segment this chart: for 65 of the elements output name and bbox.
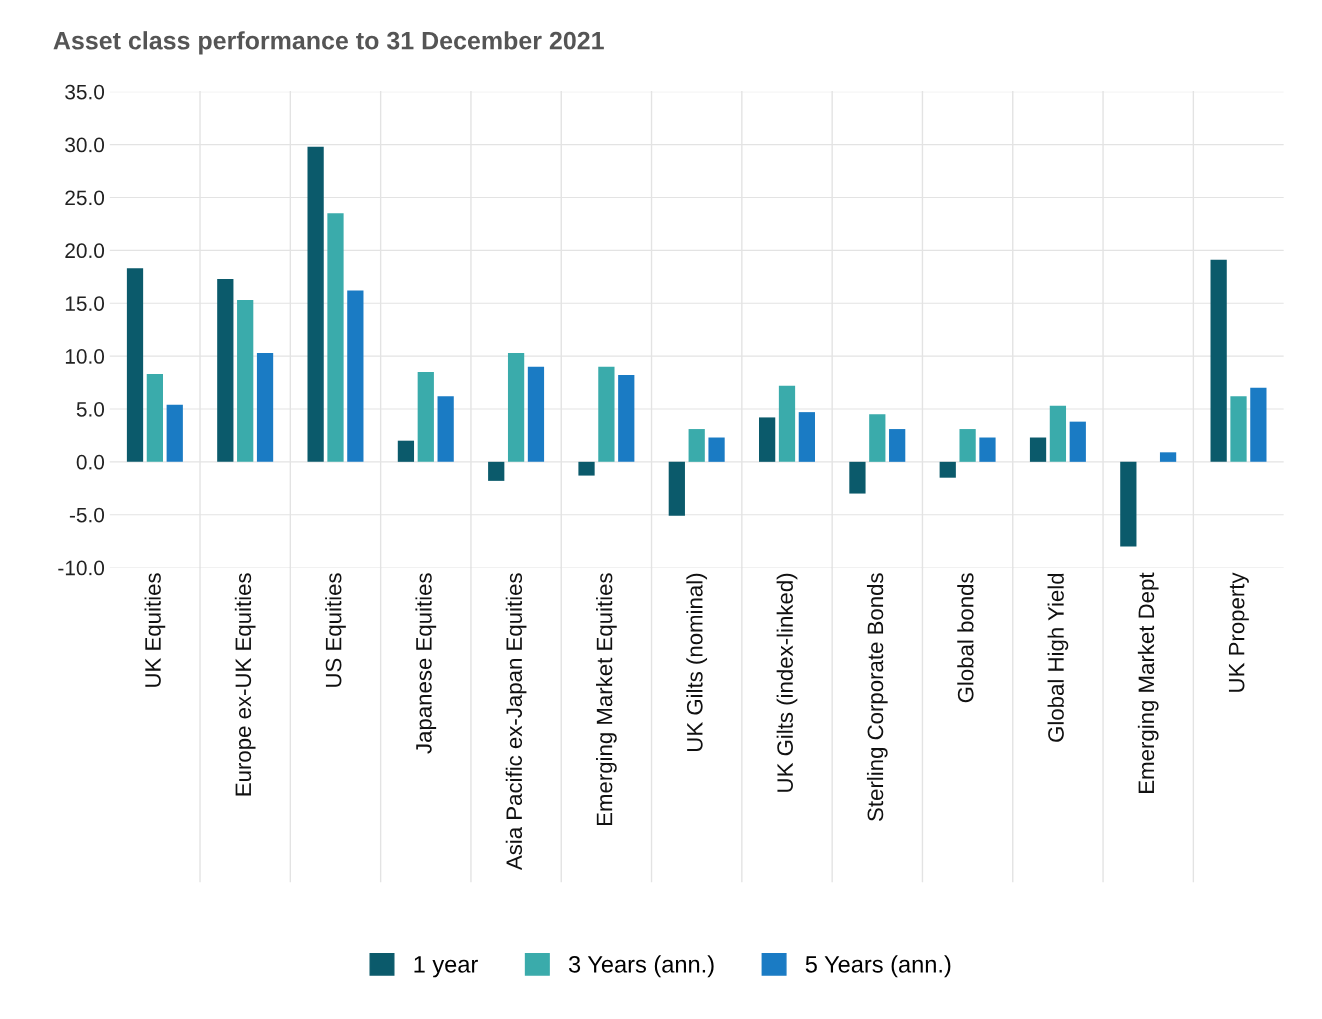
x-tick-label: UK Gilts (index-linked) — [776, 573, 798, 792]
bar — [1250, 387, 1267, 462]
x-tick-label: Emerging Market Dept — [1137, 572, 1159, 793]
bar — [869, 414, 886, 462]
y-tick-label: -10.0 — [58, 560, 105, 576]
bar — [527, 366, 545, 462]
bar — [1230, 396, 1247, 462]
y-tick-label: -5.0 — [69, 507, 105, 523]
y-tick-label: 5.0 — [76, 401, 105, 417]
bar — [578, 461, 595, 476]
x-tick-label: US Equities — [325, 573, 346, 687]
x-tick-label: Sterling Corporate Bonds — [866, 573, 888, 821]
bar — [146, 374, 163, 462]
y-tick-label: 35.0 — [65, 84, 105, 100]
legend-label: 5 Years (ann.) — [805, 955, 951, 978]
bar — [1029, 437, 1047, 462]
bar — [889, 429, 906, 462]
bar — [598, 366, 615, 462]
bar — [1120, 461, 1137, 547]
x-tick-label: Emerging Market Equities — [596, 573, 617, 826]
bar — [237, 300, 254, 462]
bar — [437, 396, 454, 462]
x-tick-label: Global bonds — [957, 573, 974, 703]
y-tick-label: 20.0 — [65, 243, 105, 259]
bar — [417, 371, 434, 462]
x-tick-label: UK Gilts (nominal) — [686, 573, 708, 752]
bar — [849, 461, 866, 494]
bar — [327, 213, 344, 462]
bar — [708, 437, 725, 462]
bar — [618, 375, 635, 462]
x-tick-label: Europe ex-UK Equities — [234, 573, 256, 796]
x-tick-label: Japanese Equities — [415, 573, 437, 754]
bar — [778, 385, 796, 462]
bar — [688, 429, 705, 462]
bar — [256, 352, 274, 462]
bar — [939, 461, 956, 478]
bar — [217, 278, 234, 462]
chart-title: Asset class performance to 31 December 2021 — [53, 31, 604, 55]
bar — [507, 352, 525, 462]
x-tick-label: Global High Yield — [1047, 573, 1069, 742]
bar — [1049, 405, 1067, 462]
y-tick-label: 15.0 — [65, 296, 105, 311]
bar — [1159, 452, 1177, 462]
y-tick-label: 0.0 — [76, 454, 105, 470]
bar — [488, 461, 505, 481]
x-tick-label: UK Equities — [144, 573, 166, 687]
bar — [166, 404, 183, 462]
y-tick-label: 25.0 — [65, 190, 105, 206]
bar — [1069, 421, 1086, 462]
bar — [959, 429, 976, 462]
bar — [668, 461, 685, 516]
bar — [979, 437, 996, 462]
bar — [759, 417, 776, 462]
bar — [798, 412, 815, 462]
bar — [397, 440, 415, 462]
bar — [347, 290, 364, 462]
x-tick-label: Asia Pacific ex-Japan Equities — [505, 573, 527, 871]
legend-label: 3 Years (ann.) — [568, 955, 714, 978]
y-tick-label: 30.0 — [65, 137, 105, 153]
bar — [307, 146, 324, 462]
y-tick-label: 10.0 — [65, 349, 105, 364]
x-tick-label: UK Property — [1228, 572, 1249, 692]
legend-label: 1 year — [414, 956, 478, 978]
bar — [126, 268, 144, 462]
bar — [1210, 259, 1227, 462]
